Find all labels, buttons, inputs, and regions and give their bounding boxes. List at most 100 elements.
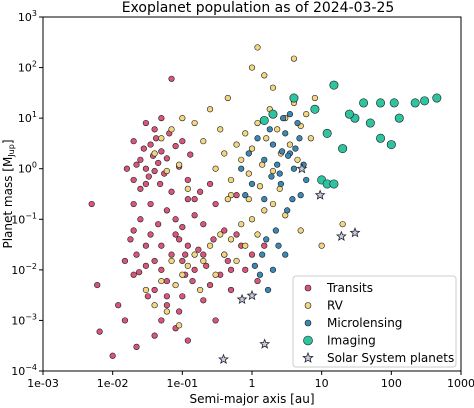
legend-entry-label: Solar System planets — [327, 351, 454, 365]
transits-point — [210, 236, 217, 243]
transits-point — [248, 251, 256, 258]
transits-point — [152, 135, 160, 142]
transits-point — [123, 165, 130, 172]
x-tick-label: 1000 — [447, 377, 474, 390]
transits-point — [163, 155, 170, 162]
transits-point — [137, 185, 144, 192]
imaging-point — [376, 133, 386, 143]
transits-point — [233, 192, 240, 199]
microlensing-point — [238, 165, 245, 172]
microlensing-point — [296, 135, 303, 142]
microlensing-point — [248, 180, 256, 188]
transits-point — [206, 281, 214, 289]
legend-entry-label: RV — [327, 299, 344, 313]
microlensing-point — [256, 271, 264, 278]
microlensing-point — [282, 251, 289, 258]
microlensing-point — [285, 152, 292, 159]
transits-point — [147, 141, 154, 148]
rv-point — [248, 64, 256, 71]
solar-system-planet-point — [218, 353, 229, 364]
x-tick-label: 1e-03 — [27, 377, 59, 390]
microlensing-point — [280, 115, 287, 122]
transits-point — [179, 257, 186, 265]
rv-point — [242, 130, 249, 137]
rv-point — [238, 221, 245, 228]
rv-point — [163, 167, 170, 175]
rv-point — [221, 150, 228, 157]
transits-point — [163, 207, 170, 214]
rv-point — [191, 119, 198, 127]
rv-point — [256, 183, 264, 190]
transits-point — [158, 148, 165, 155]
rv-point — [318, 242, 325, 249]
imaging-point — [259, 115, 269, 125]
microlensing-point — [286, 111, 294, 118]
rv-point — [307, 135, 314, 142]
imaging-point — [322, 128, 332, 138]
rv-point — [254, 119, 261, 127]
legend-entry-label: Imaging — [327, 334, 376, 348]
legend-marker — [303, 335, 313, 346]
rv-point — [274, 126, 281, 133]
transits-point — [155, 221, 162, 228]
microlensing-point — [254, 135, 261, 142]
rv-point — [227, 236, 235, 243]
transits-point — [137, 156, 144, 163]
microlensing-point — [303, 176, 310, 184]
transits-point — [191, 212, 198, 219]
microlensing-point — [277, 180, 285, 188]
imaging-point — [410, 98, 420, 108]
rv-point — [254, 231, 261, 238]
microlensing-point — [272, 227, 279, 234]
transits-point — [142, 119, 150, 127]
solar-system-planet-point — [349, 227, 361, 238]
microlensing-point — [274, 161, 281, 168]
rv-point — [158, 277, 165, 285]
microlensing-point — [261, 196, 268, 203]
transits-point — [191, 196, 198, 203]
rv-point — [227, 176, 235, 184]
y-tick-label: 102 — [18, 60, 37, 75]
imaging-point — [289, 93, 299, 103]
microlensing-point — [290, 165, 298, 172]
transits-point — [151, 286, 158, 294]
rv-point — [290, 55, 298, 62]
transits-point — [151, 257, 158, 265]
rv-point — [163, 308, 170, 315]
rv-point — [269, 200, 277, 208]
rv-point — [297, 227, 304, 234]
rv-point — [233, 141, 240, 148]
rv-point — [206, 106, 214, 113]
transits-point — [227, 286, 235, 294]
microlensing-point — [268, 173, 275, 180]
solar-system-planet-point — [296, 163, 308, 174]
legend-marker-star — [302, 351, 314, 363]
legend-marker — [304, 319, 312, 327]
rv-point — [197, 286, 204, 294]
y-axis: 10−4 10−3 10−2 10−1 100 101 102 103 — [11, 9, 43, 378]
x-tick-label: 100 — [381, 377, 402, 390]
transits-point — [121, 257, 129, 265]
transits-point — [184, 176, 191, 184]
microlensing-point — [292, 145, 299, 152]
microlensing-point — [259, 251, 266, 258]
transits-point — [189, 277, 196, 285]
transits-point — [130, 176, 137, 184]
solar-system-planet-point — [335, 230, 347, 241]
imaging-point — [268, 109, 278, 119]
rv-point — [168, 257, 175, 265]
transits-point — [197, 188, 204, 195]
rv-point — [184, 262, 191, 269]
solar-system-planet-point — [246, 289, 258, 301]
transits-point — [176, 236, 183, 243]
imaging-point — [394, 113, 404, 123]
rv-point — [248, 145, 256, 152]
transits-point — [227, 266, 235, 273]
transits-point — [94, 281, 101, 289]
transits-point — [224, 257, 231, 265]
imaging-point — [344, 109, 354, 119]
transits-point — [133, 161, 140, 168]
transits-point — [140, 145, 147, 152]
rv-point — [176, 322, 183, 329]
microlensing-point — [294, 119, 301, 127]
